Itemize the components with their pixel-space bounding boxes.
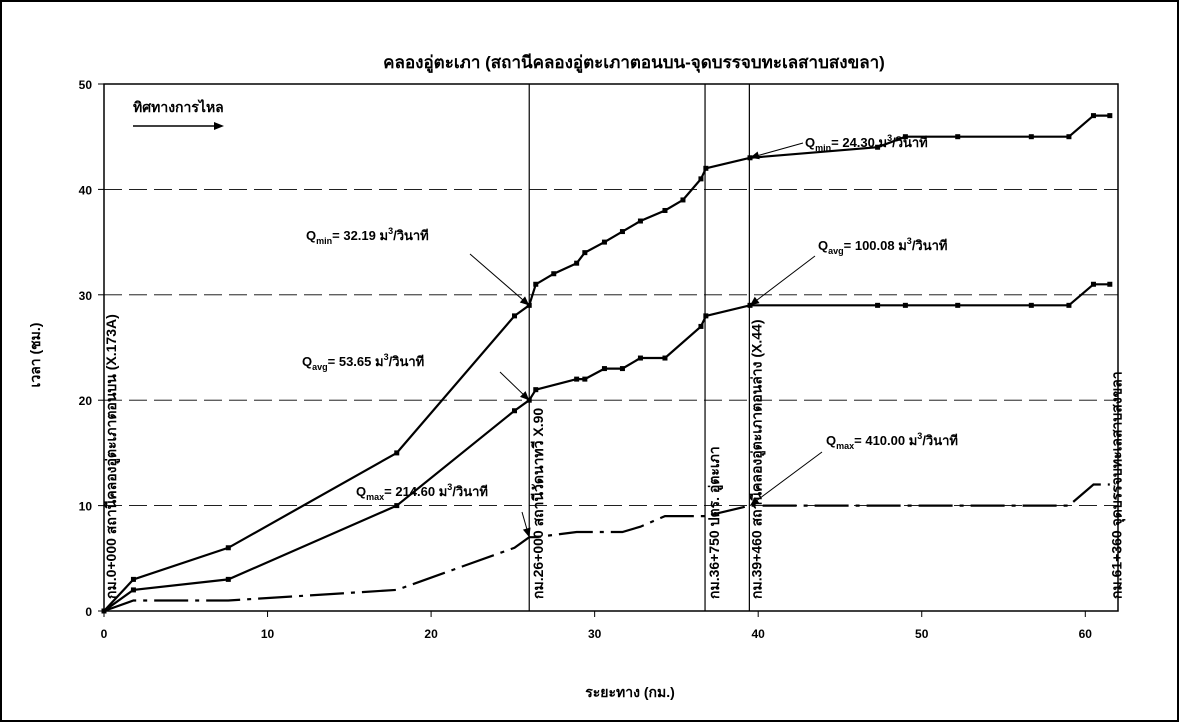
series-1-point-11 — [637, 355, 643, 361]
series-1-point-18 — [955, 302, 961, 308]
series-1-point-14 — [703, 313, 709, 319]
flow-direction-label: ทิศทางการไหล — [133, 98, 224, 115]
series-1-point-3 — [394, 503, 400, 509]
series-1-point-20 — [1066, 302, 1072, 308]
annotation-qmin-upstream-arrow-shaft — [469, 253, 530, 306]
x-tick-label-60: 60 — [1079, 627, 1093, 641]
annotation-qavg-upstream-arrow — [499, 371, 530, 401]
x-axis-label: ระยะทาง (กม.) — [585, 684, 675, 700]
annotation-qavg-downstream: Qavg= 100.08 ม3/วินาที — [818, 236, 947, 256]
series-0-point-20 — [955, 134, 961, 140]
series-0-point-10 — [601, 239, 607, 245]
annotation-qmax-downstream-arrow-shaft — [749, 451, 823, 507]
annotation-qmin-downstream: Qmin= 24.30 ม3/วินาที — [805, 133, 928, 153]
annotation-qmin-upstream-arrow-head — [519, 296, 530, 306]
annotation-qavg-upstream-arrow-head — [519, 391, 530, 401]
series-1-point-16 — [875, 302, 881, 308]
series-0-point-21 — [1028, 134, 1034, 140]
series-0-point-1 — [130, 576, 136, 582]
series-1-point-4 — [512, 408, 518, 414]
station-label-4: กม.61+360 จุดบรรจบทะเลสาบสงขลา — [1109, 371, 1126, 599]
annotations: Qmin= 32.19 ม3/วินาที Qmin= 24.30 ม3/วินา… — [302, 133, 958, 538]
series-0-point-14 — [680, 197, 686, 203]
series-1-point-19 — [1028, 302, 1034, 308]
axis-ticks: 0 10 20 30 40 50 60 0 10 20 30 40 50 — [79, 78, 1093, 641]
annotation-qmax-upstream: Qmax= 214.60 ม3/วินาที — [356, 482, 488, 502]
y-tick-label-10: 10 — [79, 500, 93, 514]
annotation-qmin-downstream-arrow-head — [750, 151, 760, 160]
x-tick-label-30: 30 — [588, 627, 602, 641]
annotation-qavg-downstream-arrow-head — [750, 296, 760, 306]
series-0-point-11 — [619, 229, 625, 235]
chart-title: คลองอู่ตะเภา (สถานีคลองอู่ตะเภาตอนบน-จุด… — [383, 52, 885, 74]
series-1-point-22 — [1107, 281, 1113, 287]
annotation-qmax-downstream-arrow — [749, 451, 823, 507]
annotation-qmin-upstream: Qmin= 32.19 ม3/วินาที — [306, 226, 429, 246]
flow-arrow — [133, 122, 224, 130]
series-0-point-12 — [637, 218, 643, 224]
y-tick-label-30: 30 — [79, 289, 93, 303]
series-1-point-13 — [698, 323, 704, 329]
series-0-point-7 — [551, 271, 557, 277]
series-0-point-19 — [902, 134, 908, 140]
series-0-point-2 — [225, 545, 231, 551]
annotation-qmax-downstream-arrow-head — [750, 497, 760, 506]
annotation-qmax-upstream-arrow-head — [522, 527, 531, 538]
series-0-point-3 — [394, 450, 400, 456]
annotation-qmin-downstream-arrow — [749, 142, 804, 160]
x-tick-label-20: 20 — [424, 627, 438, 641]
series-0-point-6 — [533, 281, 539, 287]
series-1-point-10 — [619, 366, 625, 372]
series-0-point-4 — [512, 313, 518, 319]
series-0-point-15 — [698, 176, 704, 182]
series-0-point-9 — [582, 250, 588, 256]
series-1-point-12 — [662, 355, 668, 361]
gridlines — [104, 188, 1118, 507]
series-0-point-23 — [1090, 113, 1096, 119]
y-tick-label-20: 20 — [79, 394, 93, 408]
annotation-qmin-downstream-arrow-shaft — [749, 142, 804, 159]
series-0-point-24 — [1107, 113, 1113, 119]
y-tick-label-40: 40 — [79, 183, 93, 197]
station-label-1: กม.26+000 สถานีวัดนาทวี X.90 — [530, 408, 546, 599]
series-1-point-17 — [902, 302, 908, 308]
series-1-point-7 — [574, 376, 580, 382]
x-tick-label-10: 10 — [261, 627, 275, 641]
series-0-point-8 — [574, 260, 580, 266]
annotation-qmax-downstream: Qmax= 410.00 ม3/วินาที — [826, 431, 958, 451]
annotation-qavg-upstream: Qavg= 53.65 ม3/วินาที — [302, 352, 424, 372]
station-label-3: กม.39+460 สถานีคลองอู่ตะเภาตอนล่าง (X.44… — [748, 320, 765, 600]
series-0-point-16 — [703, 165, 709, 171]
series-1-point-9 — [601, 366, 607, 372]
x-tick-label-40: 40 — [752, 627, 766, 641]
y-tick-label-50: 50 — [79, 78, 93, 92]
annotation-qavg-downstream-arrow-shaft — [749, 255, 816, 306]
series-1-point-21 — [1090, 281, 1096, 287]
series-0-point-13 — [662, 207, 668, 213]
y-axis-label: เวลา (ชม.) — [27, 323, 43, 388]
plot-area — [103, 83, 1119, 612]
y-tick-label-0: 0 — [85, 605, 92, 619]
annotation-qavg-downstream-arrow — [749, 255, 816, 306]
annotation-qmax-upstream-arrow — [521, 511, 531, 538]
series-1-point-1 — [130, 587, 136, 593]
series-1-point-6 — [533, 387, 539, 393]
series-1-point-2 — [225, 576, 231, 582]
station-lines: กม.0+000 สถานีคลองอู่ตะเภาตอนบน (X.173A)… — [103, 84, 1126, 611]
annotation-qmin-upstream-arrow — [469, 253, 530, 306]
series-0-point-18 — [875, 144, 881, 150]
x-tick-label-0: 0 — [101, 627, 108, 641]
station-label-0: กม.0+000 สถานีคลองอู่ตะเภาตอนบน (X.173A) — [103, 314, 120, 599]
series-0-point-22 — [1066, 134, 1072, 140]
series-line-2 — [103, 483, 1110, 613]
station-label-2: กม.36+750 ปตร. อู่ตะเภา — [706, 446, 723, 599]
x-tick-label-50: 50 — [915, 627, 929, 641]
series-1-point-8 — [582, 376, 588, 382]
